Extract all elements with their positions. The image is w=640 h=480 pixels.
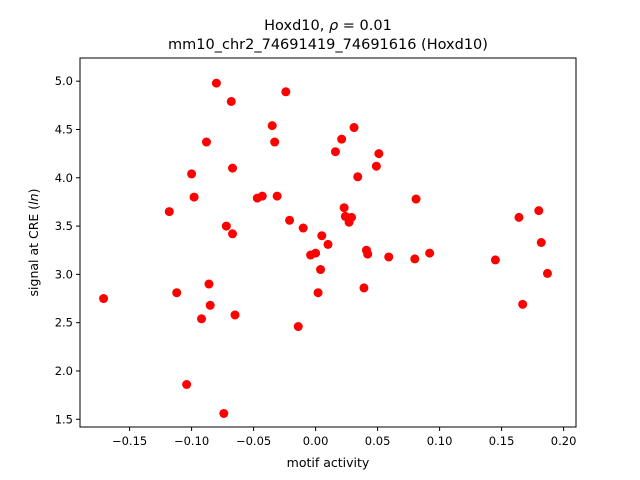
data-point (293, 322, 303, 332)
data-point (204, 279, 214, 289)
x-tick-label: −0.15 (112, 434, 147, 448)
data-point (270, 137, 280, 147)
data-point (514, 212, 524, 222)
data-point (411, 194, 421, 204)
data-point (518, 299, 528, 309)
data-point (211, 78, 221, 88)
data-point (182, 380, 192, 389)
title-rho-symbol: ρ (329, 18, 339, 34)
data-point (187, 169, 197, 179)
data-point (359, 283, 369, 293)
x-axis-ticks: −0.15 −0.10 −0.05 0.00 0.05 0.10 0.15 0.20 (112, 427, 576, 448)
data-point (205, 300, 215, 310)
chart-title-line1: Hoxd10, ρ = 0.01 (264, 18, 392, 34)
data-point (349, 123, 359, 133)
x-tick-label: −0.10 (174, 434, 209, 448)
y-tick-label: 5.0 (55, 74, 73, 88)
chart-title-line2: mm10_chr2_74691419_74691616 (Hoxd10) (168, 37, 488, 53)
x-tick-label: 0.10 (427, 434, 453, 448)
y-tick-label: 4.5 (55, 122, 73, 136)
data-point (221, 221, 231, 231)
data-point (313, 288, 323, 298)
x-tick-label: 0.15 (489, 434, 515, 448)
data-point (425, 248, 435, 258)
data-point (172, 288, 182, 298)
data-point (257, 191, 267, 201)
data-point (267, 121, 277, 131)
data-point (542, 268, 552, 278)
x-tick-label: 0.00 (303, 434, 329, 448)
data-point (534, 206, 544, 216)
data-point (363, 249, 373, 259)
y-axis-label-main: signal at CRE ( (26, 205, 41, 297)
y-axis-label-close: ) (26, 189, 41, 194)
data-point (226, 96, 236, 106)
y-tick-label: 4.0 (55, 171, 73, 185)
y-tick-label: 3.0 (55, 267, 73, 281)
x-tick-label: −0.05 (236, 434, 271, 448)
data-point (99, 294, 109, 304)
data-point (311, 248, 321, 258)
y-tick-label: 1.5 (55, 412, 73, 426)
data-point (272, 191, 282, 201)
data-point (536, 238, 546, 247)
data-point (371, 161, 381, 171)
data-point (347, 212, 357, 222)
data-point (228, 163, 238, 173)
data-point (410, 254, 420, 264)
data-point (339, 203, 349, 213)
data-point (337, 134, 347, 144)
data-point (228, 229, 238, 239)
data-point (317, 231, 327, 241)
data-point (316, 265, 326, 275)
y-axis-ticks: 1.5 2.0 2.5 3.0 3.5 4.0 4.5 5.0 (55, 74, 80, 426)
y-axis-label-unit: ln (26, 193, 41, 204)
data-point (281, 87, 291, 97)
x-axis-label: motif activity (287, 455, 370, 470)
data-points (99, 78, 552, 418)
data-point (189, 192, 199, 202)
data-point (374, 149, 384, 159)
title-rho-value: = 0.01 (338, 18, 392, 34)
data-point (298, 223, 308, 233)
y-tick-label: 2.0 (55, 364, 73, 378)
data-point (353, 172, 363, 182)
x-tick-label: 0.20 (551, 434, 577, 448)
data-point (330, 147, 340, 157)
y-axis-label: signal at CRE (ln) (26, 189, 41, 297)
data-point (219, 408, 229, 418)
data-point (164, 207, 174, 217)
title-gene: Hoxd10, (264, 18, 329, 34)
y-tick-label: 3.5 (55, 219, 73, 233)
x-tick-label: 0.05 (365, 434, 391, 448)
data-point (230, 310, 240, 320)
data-point (285, 215, 295, 225)
data-point (384, 252, 394, 262)
data-point (323, 239, 333, 249)
data-point (201, 137, 211, 147)
plot-frame (79, 57, 577, 428)
y-tick-label: 2.5 (55, 316, 73, 330)
data-point (197, 314, 207, 324)
data-point (490, 255, 500, 265)
